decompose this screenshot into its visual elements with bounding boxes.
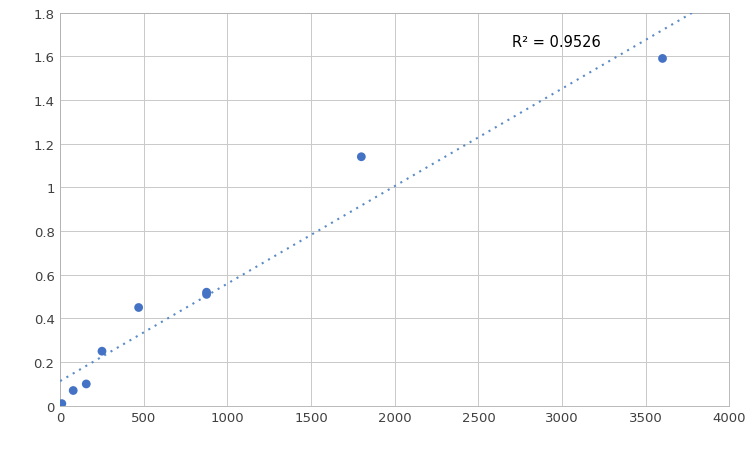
Point [80,381,92,388]
Point [201,289,213,296]
Point [656,55,669,63]
Point [56,400,68,407]
Point [355,154,367,161]
Point [201,291,213,299]
Point [132,304,144,312]
Text: R² = 0.9526: R² = 0.9526 [512,35,601,51]
Point [67,387,79,394]
Point [96,348,108,355]
